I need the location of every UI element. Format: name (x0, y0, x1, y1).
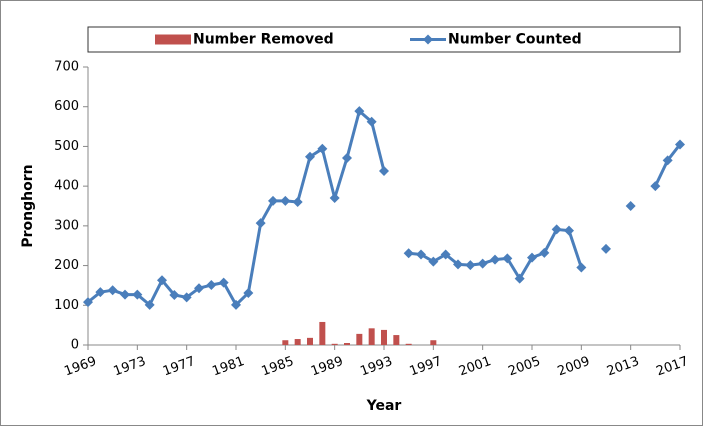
bar (368, 328, 375, 345)
marker (576, 262, 587, 273)
marker (403, 248, 414, 259)
marker (527, 252, 537, 263)
marker (502, 253, 513, 264)
bar (393, 335, 400, 345)
marker (231, 299, 241, 310)
marker (243, 287, 254, 298)
marker (514, 273, 525, 284)
marker (157, 275, 167, 286)
bar (405, 343, 412, 345)
marker (551, 224, 562, 235)
marker (379, 166, 389, 177)
y-tick-label: 600 (54, 99, 79, 114)
bar (294, 339, 301, 345)
bar (356, 333, 363, 345)
y-tick-label: 700 (54, 60, 79, 75)
legend-swatch (423, 34, 433, 45)
marker (268, 195, 278, 206)
y-tick-label: 500 (54, 139, 79, 154)
y-axis-title: Pronghorn (20, 164, 36, 247)
marker (194, 283, 204, 294)
marker (416, 249, 426, 260)
marker (181, 292, 192, 303)
y-tick-label: 400 (54, 179, 79, 194)
marker (95, 287, 106, 298)
y-tick-label: 200 (54, 258, 79, 273)
marker (292, 197, 303, 208)
marker (539, 247, 550, 258)
bar (319, 321, 326, 345)
marker (662, 155, 673, 166)
marker (280, 195, 291, 206)
marker (601, 243, 611, 254)
marker (255, 218, 266, 229)
marker (329, 193, 340, 204)
legend-label: Number Counted (448, 32, 582, 48)
marker (428, 256, 439, 267)
y-tick-label: 0 (71, 338, 79, 353)
marker (144, 299, 155, 310)
marker (465, 260, 476, 271)
marker (366, 116, 377, 127)
marker (490, 254, 500, 265)
marker (650, 181, 661, 192)
bar (282, 340, 289, 345)
marker (564, 225, 574, 236)
marker (83, 297, 93, 308)
bar (331, 343, 338, 345)
marker (317, 143, 328, 154)
marker (453, 259, 463, 270)
marker (625, 201, 636, 211)
legend-swatch (155, 34, 191, 45)
legend-label: Number Removed (193, 32, 334, 48)
bar (307, 337, 313, 345)
bar (381, 329, 387, 345)
marker (305, 151, 315, 162)
bar (344, 343, 350, 345)
marker (440, 249, 451, 260)
marker (477, 258, 488, 269)
marker (132, 289, 143, 300)
marker (675, 139, 685, 150)
marker (342, 152, 352, 163)
bar (430, 340, 437, 345)
marker (218, 277, 229, 288)
marker (354, 106, 365, 117)
y-tick-label: 300 (54, 218, 79, 233)
marker (120, 289, 130, 300)
marker (169, 289, 180, 300)
marker (107, 285, 118, 296)
x-axis-title: Year (366, 398, 402, 414)
y-tick-label: 100 (54, 298, 79, 313)
marker (206, 280, 217, 291)
